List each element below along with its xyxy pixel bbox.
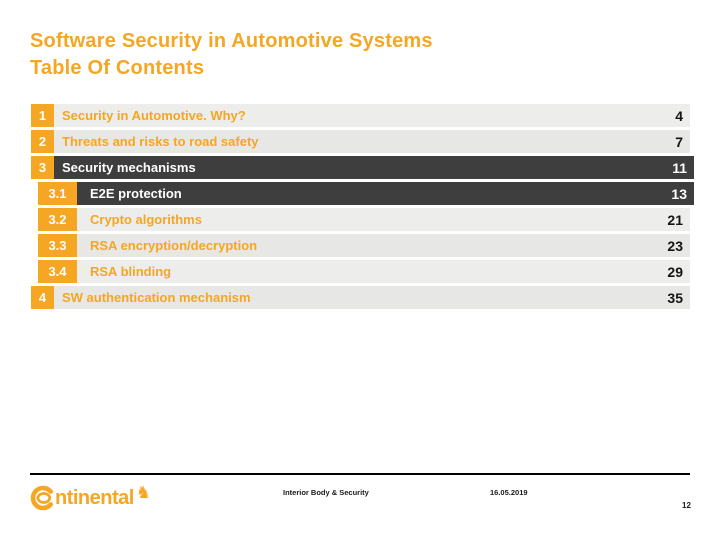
footer-page-number: 12 <box>682 501 691 510</box>
footer-department: Interior Body & Security <box>283 488 369 497</box>
toc-item-number: 1 <box>31 104 54 127</box>
toc-item-label: E2E protection <box>90 186 182 201</box>
toc-item-number: 3 <box>31 156 54 179</box>
toc-item-label: SW authentication mechanism <box>62 290 251 305</box>
toc-item-number: 3.3 <box>38 234 77 257</box>
toc-row[interactable]: 3.2 Crypto algorithms 21 <box>38 208 690 231</box>
toc-item-page: 7 <box>675 133 683 150</box>
toc-item-number: 3.2 <box>38 208 77 231</box>
toc-item-page: 23 <box>667 237 683 254</box>
title-line-2: Table Of Contents <box>30 57 205 79</box>
toc-item-page: 13 <box>671 185 687 202</box>
toc-item-label: Security mechanisms <box>62 160 196 175</box>
toc-row[interactable]: 3.1 E2E protection 13 <box>38 182 694 205</box>
footer-divider <box>30 473 690 475</box>
toc-item-page: 11 <box>672 159 687 176</box>
toc-row[interactable]: 3.4 RSA blinding 29 <box>38 260 690 283</box>
toc-item-number: 4 <box>31 286 54 309</box>
toc-item-page: 29 <box>667 263 683 280</box>
toc-row[interactable]: 3.3 RSA encryption/decryption 23 <box>38 234 690 257</box>
toc-item-page: 4 <box>675 107 683 124</box>
toc-item-label: Crypto algorithms <box>90 212 202 227</box>
toc-item-label: RSA encryption/decryption <box>90 238 258 253</box>
toc-item-page: 21 <box>667 211 683 228</box>
toc-row[interactable]: 2 Threats and risks to road safety 7 <box>31 130 690 153</box>
toc-item-number: 3.1 <box>38 182 77 205</box>
toc-row[interactable]: 3 Security mechanisms 11 <box>31 156 694 179</box>
toc-row[interactable]: 4 SW authentication mechanism 35 <box>31 286 690 309</box>
continental-logo-text: ntinental <box>55 486 134 509</box>
continental-logo: ntinental ♞ <box>30 483 151 513</box>
toc-item-label: Security in Automotive. Why? <box>62 108 246 123</box>
toc-row[interactable]: 1 Security in Automotive. Why? 4 <box>31 104 690 127</box>
toc-item-page: 35 <box>667 289 683 306</box>
slide-title: Software Security in Automotive Systems … <box>30 28 433 82</box>
toc-list: 1 Security in Automotive. Why? 4 2 Threa… <box>31 104 694 312</box>
toc-item-label: RSA blinding <box>90 264 172 279</box>
toc-item-number: 3.4 <box>38 260 77 283</box>
title-line-1: Software Security in Automotive Systems <box>30 30 433 52</box>
toc-item-number: 2 <box>31 130 54 153</box>
footer-date: 16.05.2019 <box>490 488 528 497</box>
horse-icon: ♞ <box>135 482 152 502</box>
continental-c-icon <box>30 485 53 510</box>
toc-item-label: Threats and risks to road safety <box>62 134 259 149</box>
